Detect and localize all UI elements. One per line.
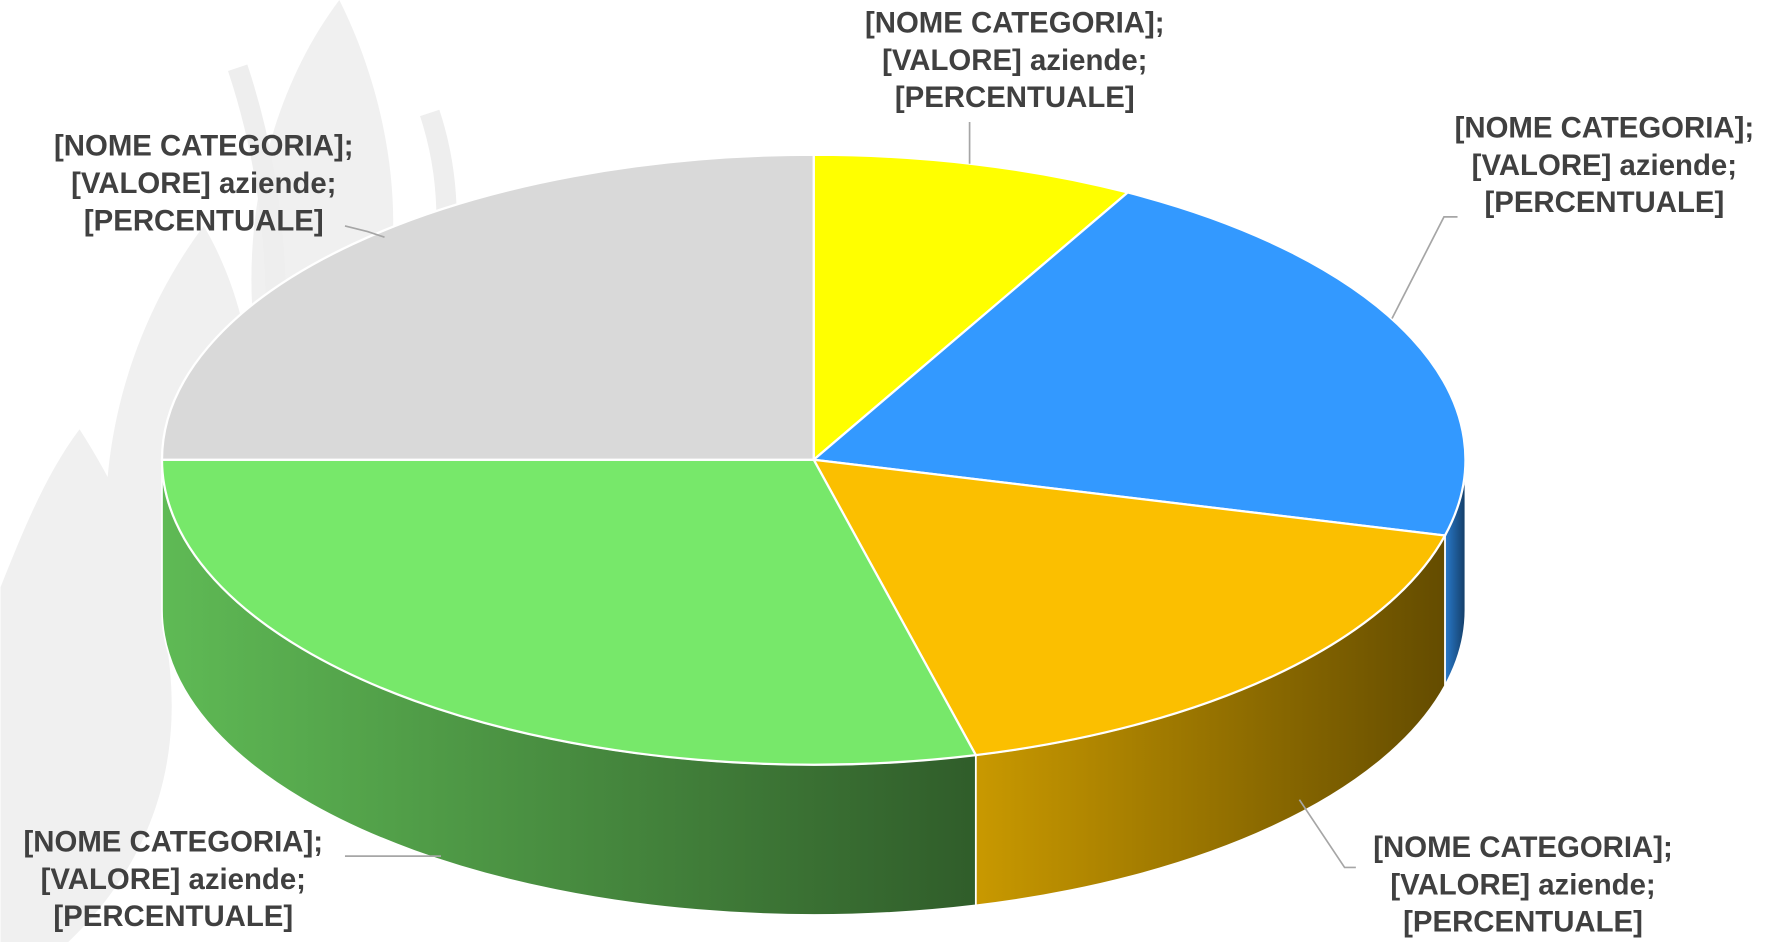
leader-line bbox=[1392, 217, 1458, 319]
data-label: [PERCENTUALE] bbox=[1484, 186, 1724, 219]
data-label: [VALORE] aziende; bbox=[71, 167, 336, 200]
data-label: [NOME CATEGORIA]; bbox=[24, 825, 324, 858]
data-label: [PERCENTUALE] bbox=[84, 204, 324, 237]
data-label: [PERCENTUALE] bbox=[1403, 906, 1643, 939]
data-label: [NOME CATEGORIA]; bbox=[54, 130, 354, 163]
data-label: [PERCENTUALE] bbox=[53, 900, 293, 933]
data-label: [NOME CATEGORIA]; bbox=[1455, 112, 1755, 145]
data-label: [VALORE] aziende; bbox=[1390, 868, 1655, 901]
data-label: [VALORE] aziende; bbox=[1472, 149, 1737, 182]
data-label: [PERCENTUALE] bbox=[895, 81, 1135, 114]
data-label: [VALORE] aziende; bbox=[41, 863, 306, 896]
pie-tops bbox=[162, 155, 1465, 765]
page: {"chart_data": {"type": "pie", "three_d"… bbox=[0, 0, 1772, 942]
leader-line bbox=[1299, 800, 1355, 868]
data-label: [NOME CATEGORIA]; bbox=[865, 7, 1165, 40]
data-label: [VALORE] aziende; bbox=[882, 44, 1147, 77]
chart: [NOME CATEGORIA]; [VALORE] aziende; [PERCE… bbox=[0, 0, 1772, 942]
data-label: [NOME CATEGORIA]; bbox=[1373, 831, 1673, 864]
